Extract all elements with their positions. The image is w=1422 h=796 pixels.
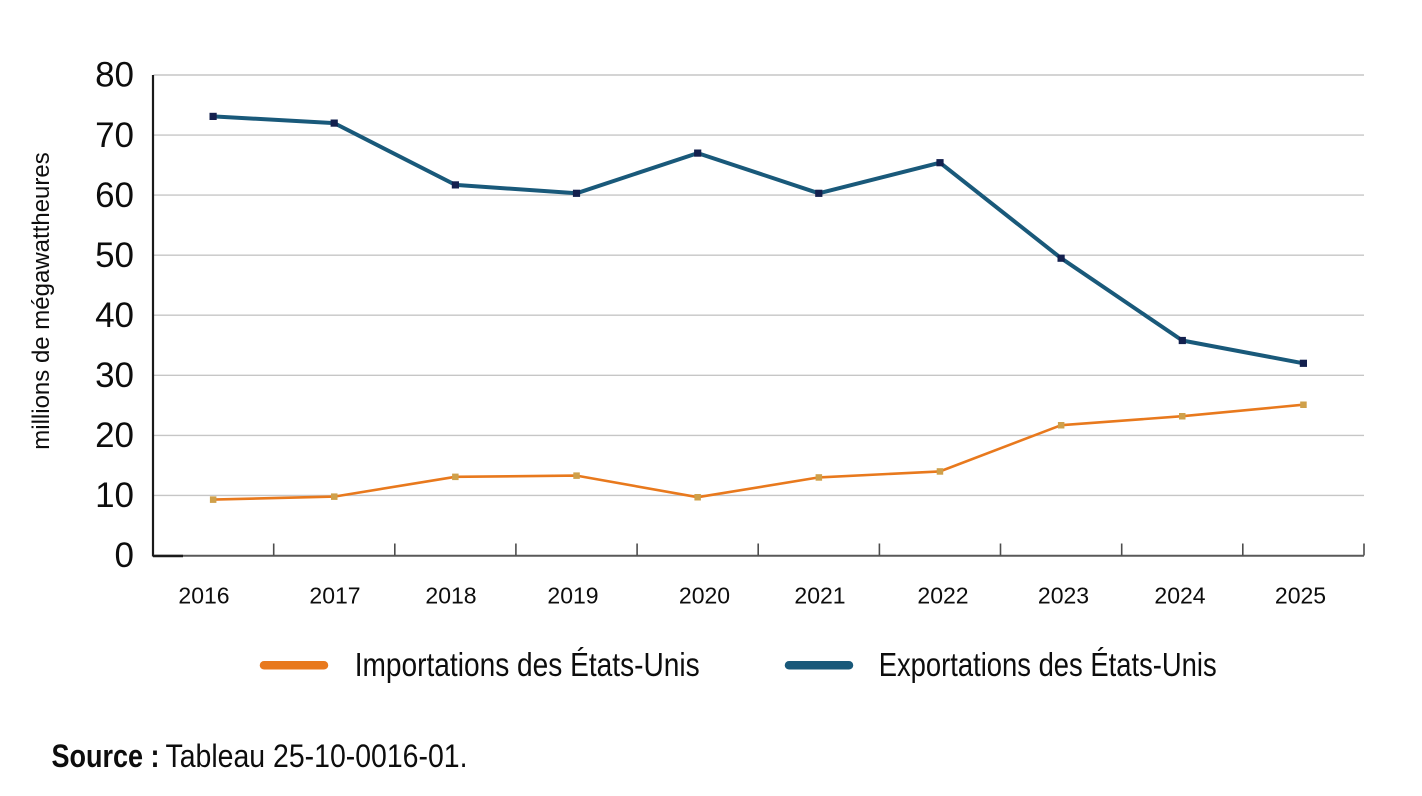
svg-text:0: 0 — [115, 536, 134, 575]
svg-text:40: 40 — [95, 296, 134, 335]
svg-text:Tableau 25-10-0016-01.: Tableau 25-10-0016-01. — [166, 738, 468, 774]
svg-text:2017: 2017 — [309, 583, 360, 609]
svg-text:2024: 2024 — [1154, 583, 1205, 609]
svg-text:10: 10 — [95, 476, 134, 515]
svg-text:2025: 2025 — [1275, 583, 1326, 609]
svg-text:50: 50 — [95, 236, 134, 275]
svg-text:2016: 2016 — [178, 583, 229, 609]
svg-text:Importations des États-Unis: Importations des États-Unis — [355, 646, 700, 683]
svg-text:2022: 2022 — [917, 583, 968, 609]
svg-text:80: 80 — [95, 56, 134, 95]
svg-text:30: 30 — [95, 356, 134, 395]
svg-text:millions de mégawattheures: millions de mégawattheures — [28, 152, 55, 449]
svg-text:Source :: Source : — [52, 738, 160, 774]
svg-text:2023: 2023 — [1038, 583, 1089, 609]
svg-text:2018: 2018 — [425, 583, 476, 609]
svg-text:2021: 2021 — [794, 583, 845, 609]
svg-text:60: 60 — [95, 176, 134, 215]
svg-text:2019: 2019 — [547, 583, 598, 609]
svg-text:20: 20 — [95, 416, 134, 455]
svg-text:2020: 2020 — [679, 583, 730, 609]
svg-text:Exportations des États-Unis: Exportations des États-Unis — [879, 646, 1217, 683]
svg-text:70: 70 — [95, 116, 134, 155]
